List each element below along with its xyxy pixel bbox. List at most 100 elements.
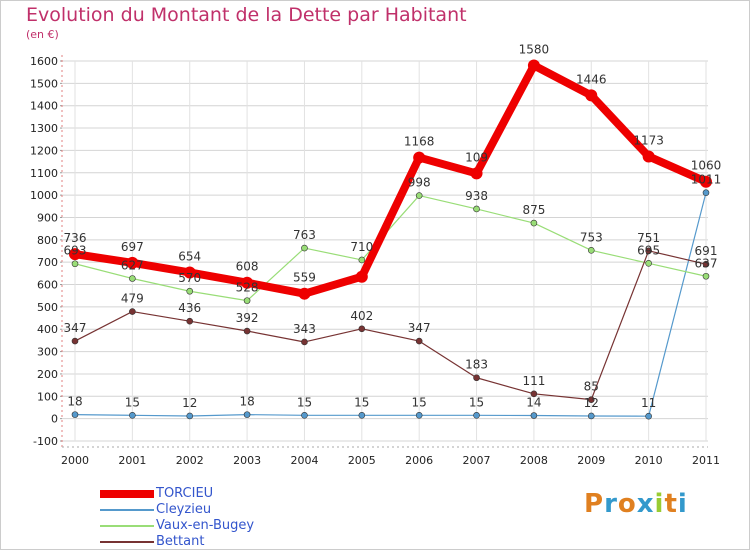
- data-point: [530, 412, 538, 419]
- legend-swatch: [100, 509, 154, 511]
- legend-label: TORCIEU: [156, 486, 214, 501]
- data-point: [243, 327, 251, 335]
- data-label: 695: [637, 243, 660, 257]
- data-label: 691: [695, 244, 718, 258]
- data-label: 85: [584, 380, 599, 394]
- data-point: [413, 151, 426, 164]
- data-label: 11: [641, 396, 656, 410]
- data-point: [473, 374, 480, 382]
- data-label: 15: [412, 395, 427, 409]
- y-tick-label: 400: [37, 323, 58, 336]
- data-point: [69, 248, 81, 261]
- data-point: [71, 260, 79, 268]
- x-tick-label: 2006: [405, 454, 433, 467]
- data-point: [527, 59, 540, 72]
- data-point: [700, 175, 712, 188]
- data-point: [71, 337, 79, 345]
- x-tick-label: 2004: [290, 454, 318, 467]
- data-point: [642, 150, 655, 163]
- data-point: [298, 287, 311, 300]
- data-label: 736: [64, 231, 87, 245]
- y-tick-label: 300: [37, 346, 58, 359]
- series-line-vaux-en-bugey: [74, 194, 707, 302]
- data-label: 1580: [519, 42, 550, 56]
- x-tick-label: 2002: [176, 454, 204, 467]
- x-tick-label: 2005: [348, 454, 376, 467]
- data-label: 12: [584, 396, 599, 410]
- y-tick-label: 500: [37, 301, 58, 314]
- data-label: 1446: [576, 72, 607, 86]
- y-tick-label: 1300: [30, 122, 58, 135]
- y-tick-label: 0: [51, 413, 58, 426]
- series-line-cleyzieu: [74, 192, 707, 417]
- data-label: 608: [236, 260, 259, 274]
- data-point: [301, 411, 308, 419]
- y-tick-label: 100: [37, 390, 58, 403]
- proxiti-logo: Proxiti: [584, 489, 688, 519]
- data-point: [129, 411, 136, 419]
- data-label: 627: [121, 258, 144, 272]
- data-point: [186, 317, 194, 325]
- y-tick-label: 1100: [30, 167, 58, 180]
- data-label: 18: [239, 395, 254, 409]
- data-point: [645, 247, 652, 255]
- data-label: 109: [465, 150, 488, 164]
- data-point: [129, 308, 136, 315]
- data-point: [358, 325, 366, 333]
- data-point: [415, 192, 423, 199]
- data-label: 15: [469, 395, 484, 409]
- data-label: 637: [695, 256, 718, 270]
- data-point: [473, 205, 480, 213]
- data-point: [645, 412, 652, 420]
- x-tick-label: 2003: [233, 454, 261, 467]
- data-point: [473, 411, 480, 419]
- data-point: [530, 219, 538, 227]
- data-label: 479: [121, 292, 144, 306]
- y-tick-label: 1000: [30, 189, 58, 202]
- data-point: [587, 412, 595, 420]
- data-label: 14: [526, 396, 541, 410]
- data-label: 111: [522, 374, 545, 388]
- data-label: 392: [236, 311, 259, 325]
- data-label: 347: [64, 321, 87, 335]
- data-label: 753: [580, 230, 603, 244]
- y-tick-label: 200: [37, 368, 58, 381]
- data-point: [415, 411, 423, 419]
- data-label: 938: [465, 189, 488, 203]
- data-label: 763: [293, 228, 316, 242]
- y-tick-label: 1400: [30, 100, 58, 113]
- legend-swatch: [100, 541, 154, 543]
- data-point: [186, 287, 194, 295]
- data-point: [301, 338, 308, 346]
- data-label: 559: [293, 271, 316, 285]
- legend-swatch: [100, 490, 154, 498]
- y-tick-label: -100: [33, 435, 58, 448]
- data-point: [301, 244, 308, 252]
- y-tick-label: 1200: [30, 144, 58, 157]
- data-label: 697: [121, 240, 144, 254]
- data-label: 570: [178, 271, 201, 285]
- data-label: 751: [637, 231, 660, 245]
- data-label: 183: [465, 358, 488, 372]
- y-tick-label: 800: [37, 234, 58, 247]
- data-label: 12: [182, 396, 197, 410]
- series-line-torcieu: [71, 61, 710, 298]
- data-label: 347: [408, 321, 431, 335]
- data-point: [587, 247, 595, 254]
- data-point: [129, 275, 136, 282]
- chart-title: Evolution du Montant de la Dette par Hab…: [26, 4, 467, 26]
- y-tick-label: 700: [37, 256, 58, 269]
- data-label: 15: [354, 395, 369, 409]
- x-tick-label: 2011: [692, 454, 720, 467]
- data-point: [126, 256, 139, 269]
- x-tick-label: 2000: [61, 454, 89, 467]
- data-point: [530, 390, 538, 398]
- data-label: 18: [67, 395, 82, 409]
- data-label: 1173: [633, 133, 664, 147]
- legend-swatch: [100, 525, 154, 527]
- data-label: 1011: [691, 173, 722, 187]
- x-tick-label: 2010: [635, 454, 663, 467]
- legend-label: Vaux-en-Bugey: [156, 518, 255, 533]
- data-label: 402: [350, 309, 373, 323]
